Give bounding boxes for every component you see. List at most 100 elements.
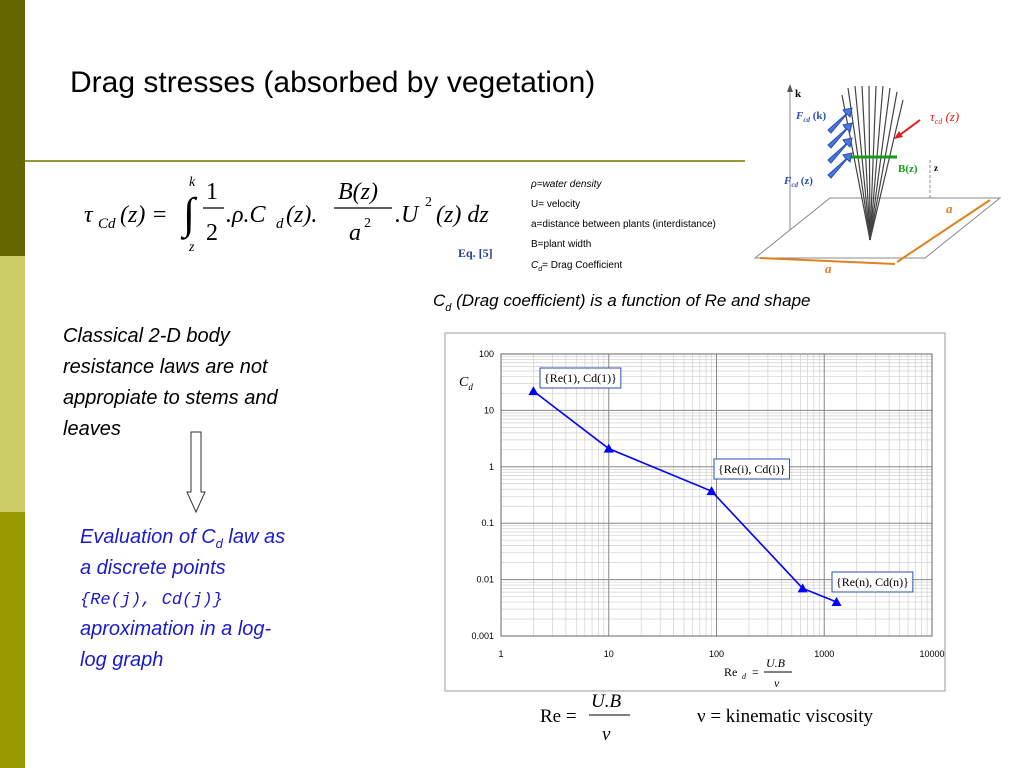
eq-part: (z) =: [120, 202, 168, 228]
eq-part: ∫: [180, 189, 198, 240]
y-tick-label: 10: [484, 405, 494, 415]
x-axis-label: U.B: [766, 656, 786, 670]
force-arrows: [827, 107, 853, 179]
note-line: resistance laws are not: [63, 356, 269, 378]
eq-part: 1: [206, 179, 218, 205]
formula-part: Re =: [540, 706, 577, 727]
label-part: (z): [798, 175, 813, 187]
x-axis-label: ν: [774, 676, 780, 690]
legend-part: = Drag Coefficient: [542, 260, 622, 271]
spacing-arrow: [896, 199, 991, 263]
y-tick-label: 0.01: [476, 575, 494, 585]
formula-part: ν: [602, 724, 611, 745]
note-part: law as: [223, 526, 285, 548]
plot-area: [500, 353, 933, 637]
arrowhead: [894, 131, 903, 139]
eq-part: (z).: [286, 202, 317, 228]
eq-part: B(z): [338, 179, 378, 205]
label-part: cd: [803, 116, 810, 124]
note-line: Evaluation of Cd law as: [80, 526, 285, 551]
diagram-label: a: [825, 261, 832, 276]
x-axis-label: Re: [724, 665, 737, 679]
side-stripe: [0, 0, 25, 256]
legend-item: U= velocity: [531, 199, 580, 210]
diagram-label: B(z): [898, 163, 918, 175]
eq-part: 2: [364, 216, 371, 231]
eq-part: z: [188, 240, 195, 255]
diagram-label: Fcd (z): [783, 175, 813, 189]
caption-part: C: [433, 291, 446, 310]
legend-item: B=plant width: [531, 239, 591, 250]
label-part: (k): [810, 110, 827, 122]
diagram-labels: k Fcd (k) τcd (z) B(z) z Fcd (z) a a: [783, 88, 959, 276]
y-tick-label: 0.1: [481, 518, 494, 528]
note-part: Evaluation of C: [80, 526, 216, 548]
annotation: {Re(i), Cd(i)}: [718, 462, 786, 476]
annotation-box: [539, 367, 622, 389]
x-tick-label: 10000: [919, 649, 944, 659]
eq-part: Cd: [98, 216, 116, 232]
eq-part: a: [349, 220, 361, 246]
down-arrow: [186, 431, 206, 514]
eq-part: .U: [395, 202, 420, 228]
point-marker: [797, 583, 808, 593]
equation: τ Cd (z) = ∫ k z 1 2 .ρ.C d (z). B(z) a …: [84, 175, 489, 255]
eq-part: 2: [425, 195, 432, 210]
label-part: (z): [942, 109, 959, 124]
note-line: log graph: [80, 649, 163, 671]
arrowhead: [787, 84, 793, 92]
point-marker: [603, 443, 614, 453]
spacing-arrow: [759, 257, 896, 265]
diagram-label: z: [934, 163, 938, 173]
evaluation-note: Evaluation of Cd law as a discrete point…: [80, 526, 285, 671]
left-note: Classical 2-D body resistance laws are n…: [63, 325, 278, 440]
caption-part: (Drag coefficient) is a function of Re a…: [451, 291, 810, 310]
formula-part: U.B: [591, 691, 621, 712]
legend-item: Cd= Drag Coefficient: [531, 260, 622, 273]
label-part: d: [468, 382, 473, 392]
x-axis-label: d: [742, 672, 747, 681]
note-line: {Re(j), Cd(j)}: [80, 591, 223, 610]
side-stripe: [0, 512, 25, 768]
eq-part: k: [189, 175, 196, 190]
y-tick-label: 0.001: [471, 631, 494, 641]
note-line: appropiate to stems and: [63, 387, 278, 409]
label-part: cd: [935, 117, 944, 126]
point-marker: [706, 486, 717, 496]
annotation: {Re(n), Cd(n)}: [836, 575, 909, 589]
equation-ref: Eq. [5]: [458, 246, 493, 260]
note-line: leaves: [63, 418, 121, 440]
eq-part: d: [276, 216, 284, 232]
legend-item: ρ=water density: [530, 179, 602, 190]
diagram-label: a: [946, 201, 953, 216]
x-tick-label: 1: [498, 649, 503, 659]
x-tick-label: 10: [604, 649, 614, 659]
x-axis-label: =: [752, 665, 759, 679]
annotation-box: [831, 571, 914, 593]
diagram-label: k: [795, 88, 802, 100]
eq-part: (z) dz: [436, 202, 489, 228]
re-formula: Re = U.B ν ν = kinematic viscosity: [540, 691, 874, 745]
label-part: C: [459, 375, 469, 390]
ground-plane: [753, 197, 1002, 259]
label-part: τ: [930, 109, 936, 124]
label-part: cd: [791, 181, 798, 189]
side-stripe: [0, 256, 25, 512]
point-marker: [528, 386, 539, 396]
note-part: d: [216, 536, 224, 551]
vegetation-diagram: k Fcd (k) τcd (z) B(z) z Fcd (z) a a: [753, 84, 1002, 276]
annotation: {Re(1), Cd(1)}: [544, 371, 617, 385]
legend: ρ=water density U= velocity a=distance b…: [530, 179, 716, 273]
eq-part: τ: [84, 202, 94, 228]
y-tick-label: 100: [479, 349, 494, 359]
x-tick-label: 100: [709, 649, 724, 659]
slide-title: Drag stresses (absorbed by vegetation): [70, 66, 595, 99]
legend-part: d: [538, 266, 543, 273]
note-line: Classical 2-D body: [63, 325, 231, 347]
note-line: a discrete points: [80, 557, 226, 579]
x-tick-label: 1000: [814, 649, 834, 659]
label-part: F: [795, 110, 804, 122]
eq-part: 2: [206, 220, 218, 246]
